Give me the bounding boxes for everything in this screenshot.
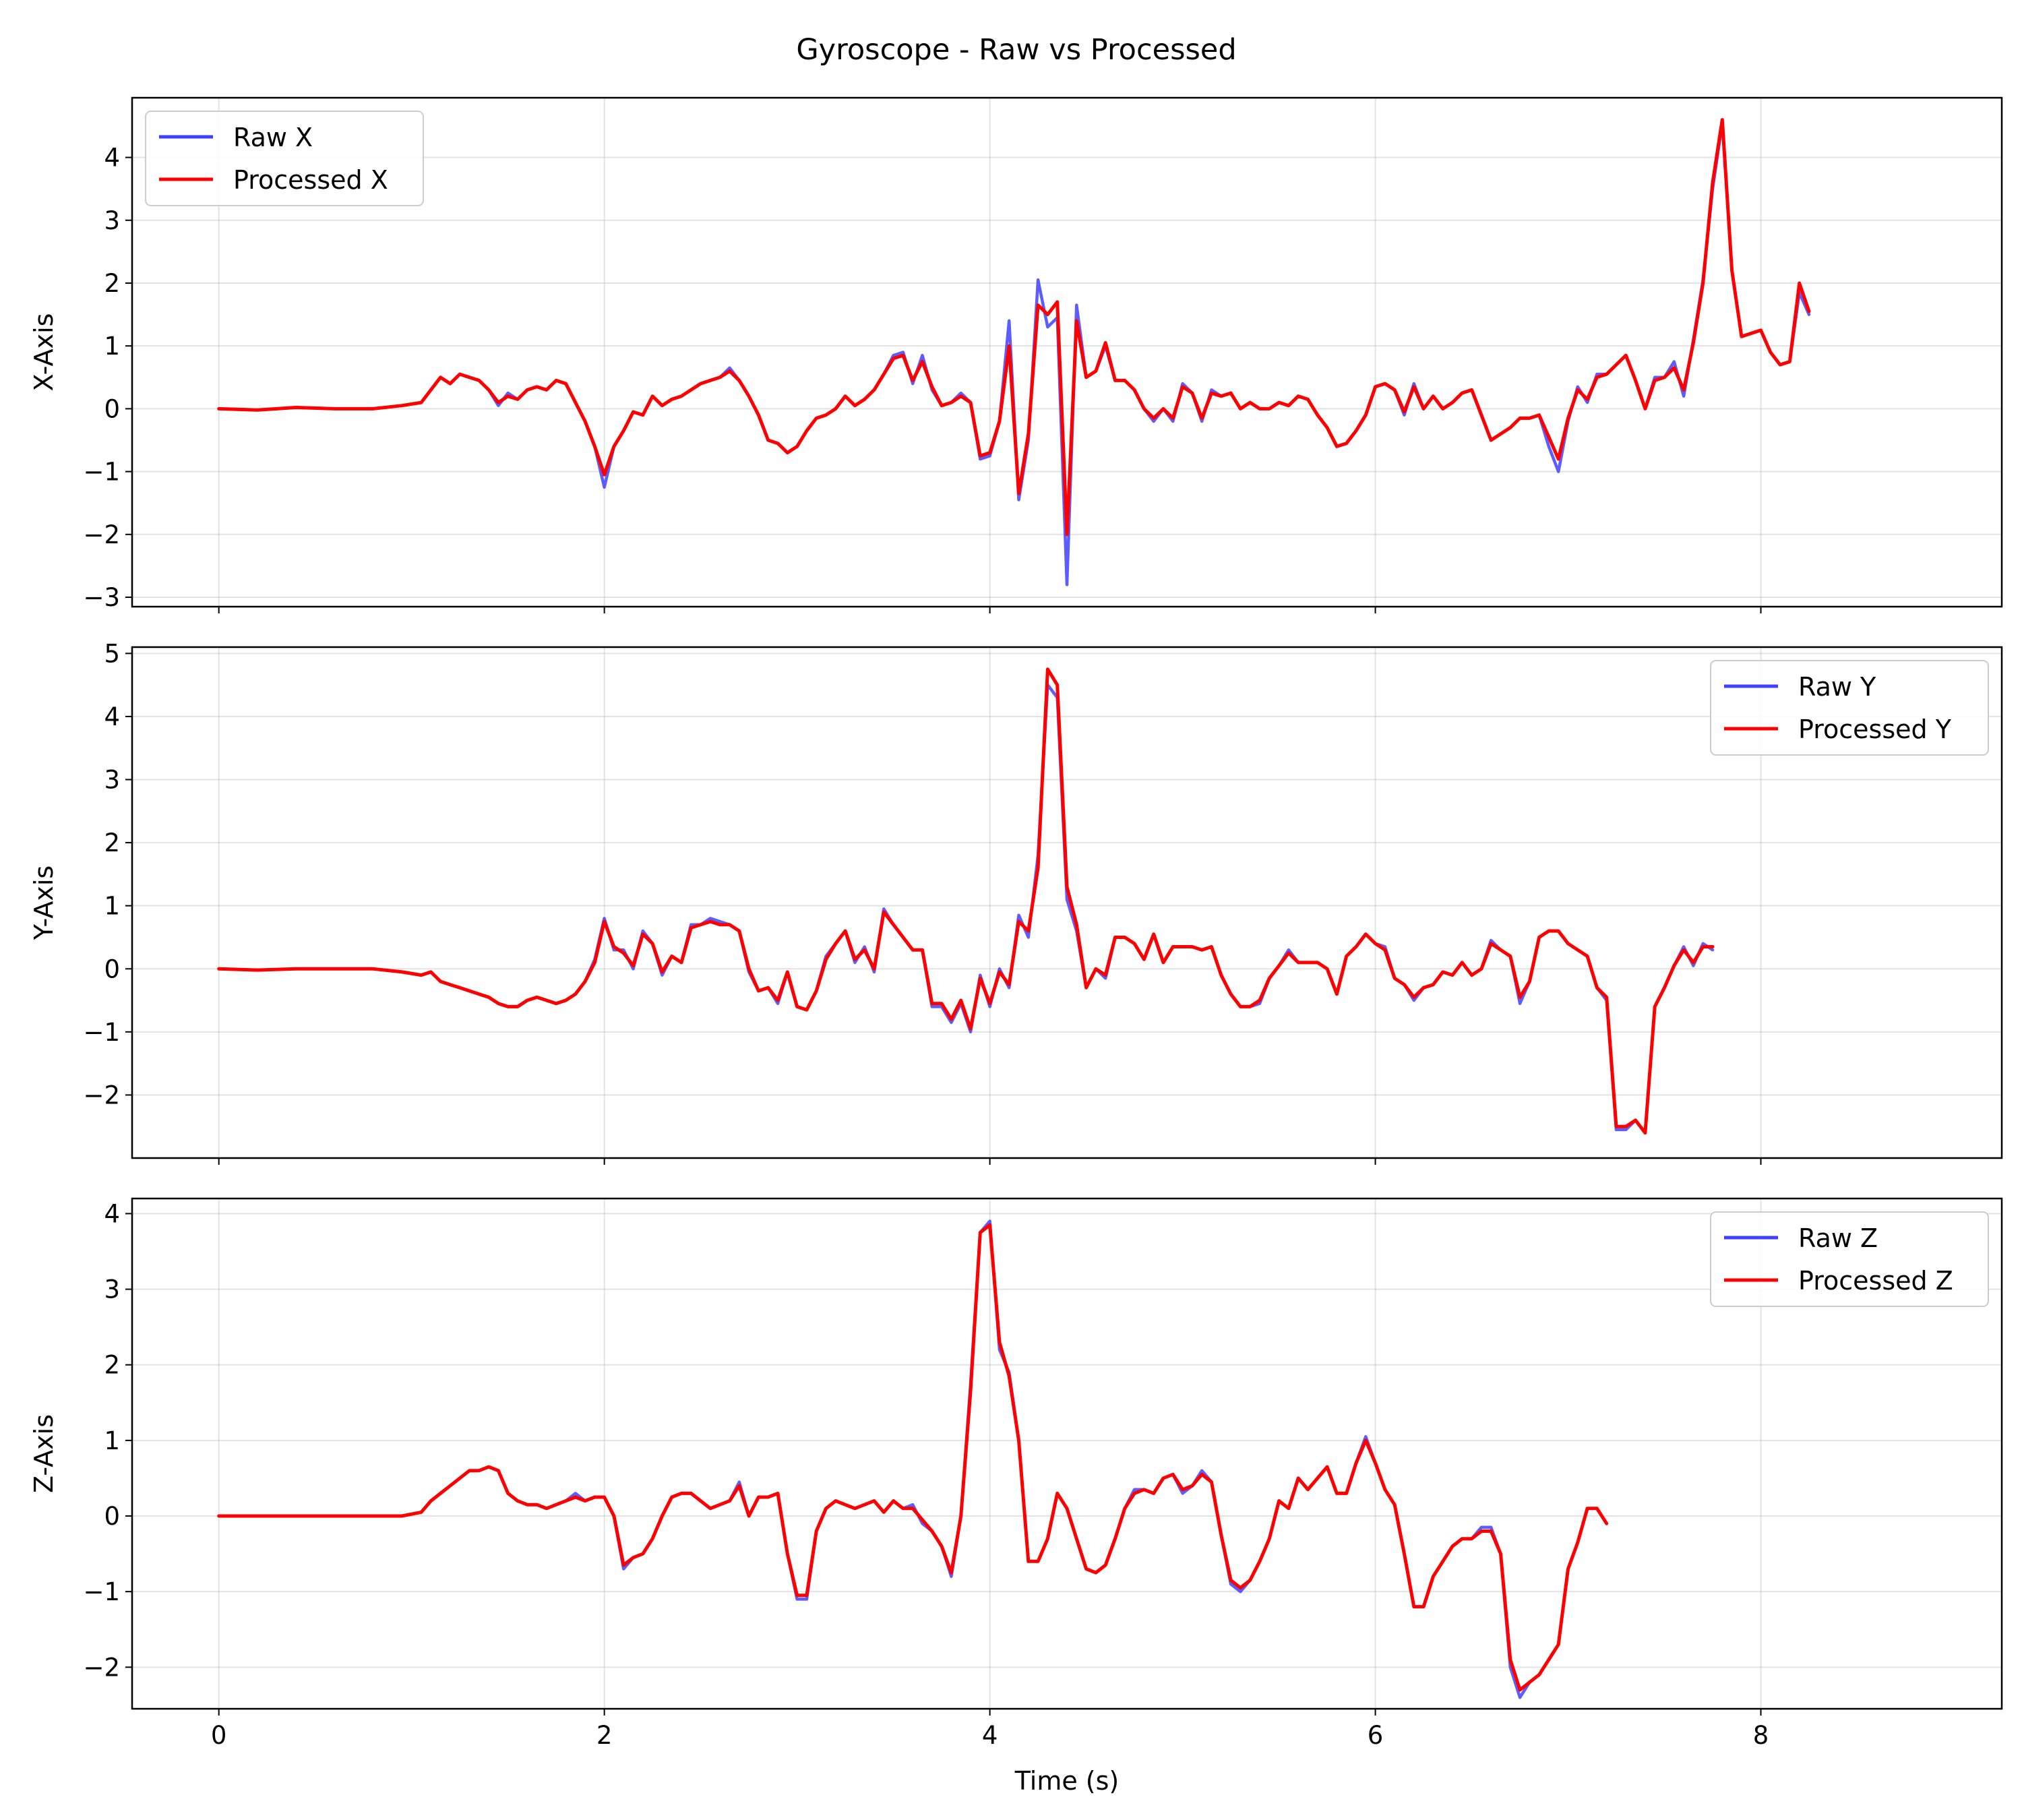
legend-label: Processed Y — [1798, 715, 1952, 744]
x-tick-label: 6 — [1368, 1721, 1384, 1750]
legend-label: Raw Z — [1798, 1223, 1878, 1253]
series-line-processed — [217, 667, 1715, 1135]
y-tick-label: 1 — [104, 892, 120, 921]
x-axis-label: Time (s) — [1014, 1766, 1120, 1796]
y-tick-label: 2 — [104, 269, 120, 298]
y-tick-label: 3 — [104, 766, 120, 795]
y-axis-label: X-Axis — [29, 313, 59, 392]
legend-label: Raw X — [233, 123, 313, 152]
plot-frame — [131, 1197, 2003, 1710]
y-tick-label: 0 — [104, 394, 120, 423]
y-tick-label: −2 — [83, 520, 120, 549]
y-tick-label: 4 — [104, 144, 120, 173]
y-tick-label: 2 — [104, 828, 120, 857]
y-tick-label: 3 — [104, 1275, 120, 1304]
y-tick-label: 3 — [104, 206, 120, 235]
y-tick-label: −3 — [83, 583, 120, 612]
x-tick-label: 4 — [982, 1721, 998, 1750]
y-tick-label: 0 — [104, 954, 120, 983]
series-line-raw — [217, 1219, 1608, 1699]
series-line-raw — [217, 683, 1715, 1134]
chart-title: Gyroscope - Raw vs Processed — [796, 33, 1236, 67]
legend-box — [145, 111, 424, 206]
y-tick-label: 0 — [104, 1502, 120, 1531]
y-tick-label: −2 — [83, 1081, 120, 1110]
plot-frame — [131, 646, 2003, 1159]
series-line-raw — [217, 121, 1811, 586]
plot-frame — [131, 96, 2003, 608]
legend-box — [1710, 660, 1989, 756]
y-tick-label: 4 — [104, 702, 120, 731]
series-line-processed — [217, 118, 1811, 537]
x-tick-label: 8 — [1753, 1721, 1769, 1750]
z-axis-panel: 0 2 4 6 8 −2 −1 0 1 2 3 4 Z-Axis Raw Z Processed Z — [29, 1197, 2003, 1750]
legend: Raw Z Processed Z — [1710, 1211, 1989, 1307]
x-axis-panel: −3 −2 −1 0 1 2 3 4 X-Axis Raw X Processed X — [29, 96, 2003, 613]
legend-label: Raw Y — [1798, 672, 1876, 702]
legend-box — [1710, 1211, 1989, 1307]
y-tick-label: 1 — [104, 1426, 120, 1455]
x-tick-label: 2 — [596, 1721, 613, 1750]
legend: Raw Y Processed Y — [1710, 660, 1989, 756]
y-tick-label: −2 — [83, 1653, 120, 1682]
y-tick-label: 5 — [104, 639, 120, 668]
x-tick-label: 0 — [211, 1721, 227, 1750]
y-axis-label: Z-Axis — [29, 1414, 59, 1493]
y-axis-panel: −2 −1 0 1 2 3 4 5 Y-Axis Raw Y Processed Y — [29, 639, 2003, 1165]
legend-label: Processed X — [233, 165, 388, 195]
y-tick-label: 4 — [104, 1199, 120, 1228]
series-line-processed — [217, 1223, 1609, 1692]
y-tick-label: −1 — [83, 458, 120, 487]
y-axis-label: Y-Axis — [29, 866, 59, 940]
y-tick-label: −1 — [83, 1018, 120, 1047]
legend-label: Processed Z — [1798, 1266, 1953, 1296]
y-tick-label: 1 — [104, 332, 120, 361]
y-tick-label: −1 — [83, 1577, 120, 1606]
legend: Raw X Processed X — [145, 111, 424, 206]
y-tick-label: 2 — [104, 1351, 120, 1380]
